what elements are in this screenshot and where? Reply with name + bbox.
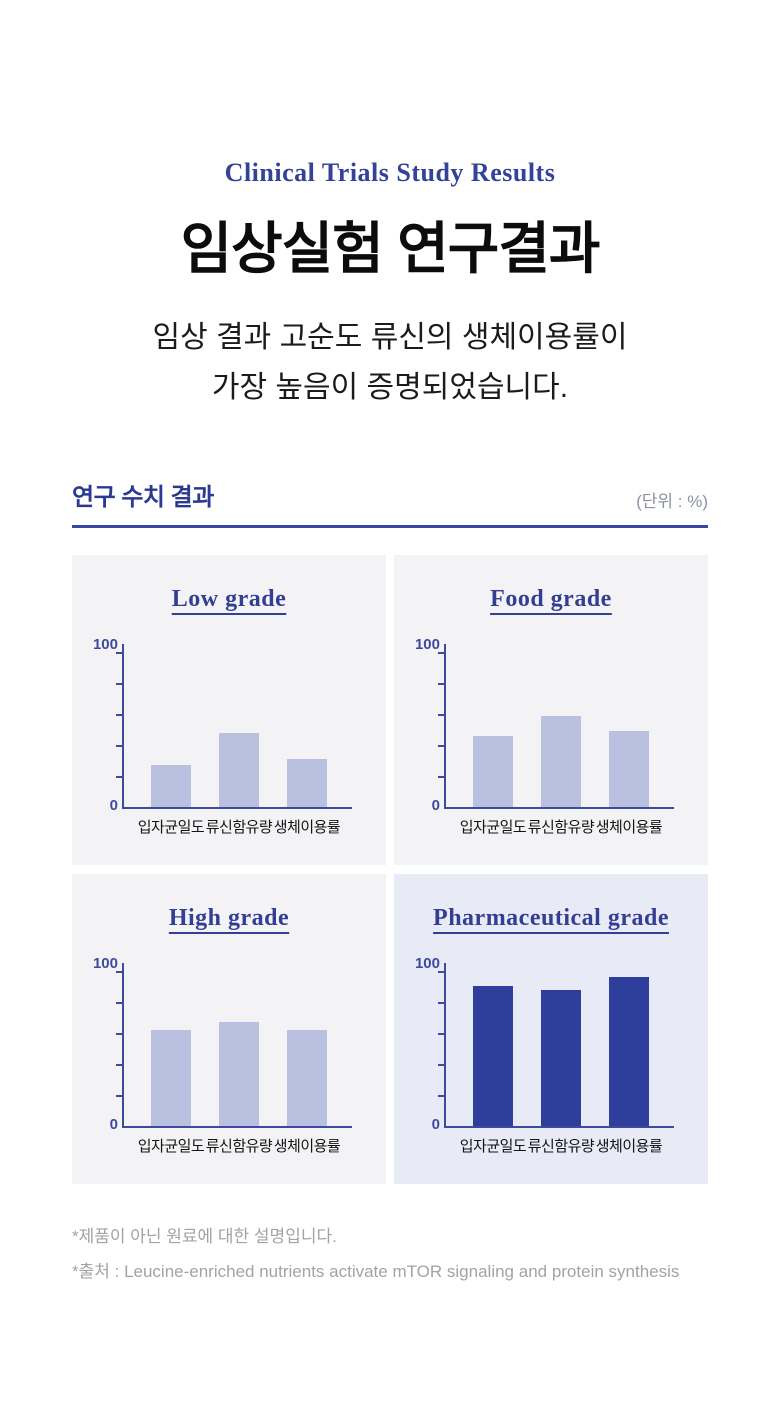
bar-chart: 100 0 입자균일도 류신함유량 생체이용률 bbox=[72, 938, 386, 1178]
chart-title: Low grade bbox=[171, 586, 287, 612]
x-axis-category-label: 입자균일도 bbox=[137, 819, 205, 836]
section-header: 연구 수치 결과 (단위 : %) bbox=[72, 477, 708, 512]
x-axis-category-label: 생체이용률 bbox=[595, 819, 663, 836]
y-axis-tick bbox=[116, 776, 122, 778]
bar-group bbox=[151, 644, 327, 807]
unit-label: (단위 : %) bbox=[636, 492, 708, 511]
eyebrow-title: Clinical Trials Study Results bbox=[224, 158, 556, 187]
section-divider bbox=[72, 525, 708, 528]
y-axis-label-100: 100 bbox=[92, 636, 118, 653]
y-axis-tick bbox=[116, 683, 122, 685]
x-axis bbox=[122, 1126, 352, 1128]
y-axis-tick bbox=[438, 745, 444, 747]
x-axis-category-label: 류신함유량 bbox=[205, 819, 273, 836]
bar-chart: 100 0 입자균일도 류신함유량 생체이용률 bbox=[394, 938, 708, 1178]
y-axis-label-0: 0 bbox=[431, 1116, 440, 1133]
bar-chart: 100 0 입자균일도 류신함유량 생체이용률 bbox=[394, 619, 708, 859]
bar bbox=[287, 1030, 327, 1126]
footnote-source: *출처 : Leucine-enriched nutrients activat… bbox=[72, 1262, 680, 1281]
x-axis-category-label: 류신함유량 bbox=[205, 1138, 273, 1155]
bar bbox=[151, 1030, 191, 1126]
chart-title: High grade bbox=[168, 905, 290, 931]
y-axis bbox=[116, 963, 124, 1126]
section-title: 연구 수치 결과 bbox=[72, 484, 214, 511]
y-axis-label-0: 0 bbox=[109, 1116, 118, 1133]
page-title: 임상실험 연구결과 bbox=[180, 217, 601, 280]
bar bbox=[541, 990, 581, 1126]
bar-group bbox=[473, 963, 649, 1126]
bar bbox=[473, 736, 513, 807]
x-axis-category-label: 생체이용률 bbox=[273, 1138, 341, 1155]
y-axis-tick bbox=[438, 652, 444, 654]
subtitle-line-2: 가장 높음이 증명되었습니다. bbox=[211, 371, 569, 404]
y-axis-label-0: 0 bbox=[109, 797, 118, 814]
y-axis bbox=[438, 963, 446, 1126]
y-axis-tick bbox=[116, 1033, 122, 1035]
x-axis-labels: 입자균일도 류신함유량 생체이용률 bbox=[72, 1135, 386, 1157]
x-axis bbox=[444, 807, 674, 809]
y-axis bbox=[116, 644, 124, 807]
y-axis-label-100: 100 bbox=[92, 955, 118, 972]
y-axis-tick bbox=[116, 1064, 122, 1066]
x-axis-category-label: 입자균일도 bbox=[459, 819, 527, 836]
bar-group bbox=[151, 963, 327, 1126]
bar bbox=[219, 733, 259, 807]
y-axis bbox=[438, 644, 446, 807]
chart-panel: Food grade 100 0 입자균일도 류신함유량 생체이용률 bbox=[394, 555, 708, 865]
footnote-disclaimer: *제품이 아닌 원료에 대한 설명입니다. bbox=[72, 1227, 337, 1246]
footnotes: *제품이 아닌 원료에 대한 설명입니다. *출처 : Leucine-enri… bbox=[72, 1224, 708, 1285]
y-axis-tick bbox=[438, 683, 444, 685]
y-axis-tick bbox=[116, 1002, 122, 1004]
y-axis-tick bbox=[438, 1095, 444, 1097]
bar-chart: 100 0 입자균일도 류신함유량 생체이용률 bbox=[72, 619, 386, 859]
bar bbox=[151, 765, 191, 807]
chart-panel: High grade 100 0 입자균일도 류신함유량 생체이용률 bbox=[72, 874, 386, 1184]
y-axis-label-100: 100 bbox=[414, 636, 440, 653]
x-axis-category-label: 류신함유량 bbox=[527, 819, 595, 836]
bar bbox=[541, 716, 581, 807]
chart-title: Pharmaceutical grade bbox=[433, 905, 669, 931]
x-axis-category-label: 입자균일도 bbox=[459, 1138, 527, 1155]
x-axis bbox=[444, 1126, 674, 1128]
x-axis-category-label: 류신함유량 bbox=[527, 1138, 595, 1155]
y-axis-tick bbox=[438, 714, 444, 716]
y-axis-tick bbox=[438, 776, 444, 778]
bar bbox=[473, 986, 513, 1126]
chart-panel: Low grade 100 0 입자균일도 류신함유량 생체이용률 bbox=[72, 555, 386, 865]
bar-group bbox=[473, 644, 649, 807]
chart-title: Food grade bbox=[490, 586, 612, 612]
x-axis-category-label: 입자균일도 bbox=[137, 1138, 205, 1155]
x-axis bbox=[122, 807, 352, 809]
charts-grid: Low grade 100 0 입자균일도 류신함유량 생체이용률 Food gra… bbox=[72, 555, 708, 1184]
y-axis-tick bbox=[116, 745, 122, 747]
y-axis-tick bbox=[438, 971, 444, 973]
y-axis-tick bbox=[438, 1033, 444, 1035]
y-axis-tick bbox=[116, 652, 122, 654]
x-axis-labels: 입자균일도 류신함유량 생체이용률 bbox=[394, 1135, 708, 1157]
bar bbox=[609, 731, 649, 807]
bar bbox=[609, 977, 649, 1126]
page-subtitle: 임상 결과 고순도 류신의 생체이용률이 가장 높음이 증명되었습니다. bbox=[0, 313, 780, 413]
x-axis-category-label: 생체이용률 bbox=[595, 1138, 663, 1155]
x-axis-labels: 입자균일도 류신함유량 생체이용률 bbox=[72, 816, 386, 838]
y-axis-label-0: 0 bbox=[431, 797, 440, 814]
subtitle-line-1: 임상 결과 고순도 류신의 생체이용률이 bbox=[152, 321, 628, 354]
y-axis-tick bbox=[116, 1095, 122, 1097]
y-axis-tick bbox=[116, 971, 122, 973]
y-axis-tick bbox=[438, 1064, 444, 1066]
x-axis-category-label: 생체이용률 bbox=[273, 819, 341, 836]
bar bbox=[287, 759, 327, 807]
x-axis-labels: 입자균일도 류신함유량 생체이용률 bbox=[394, 816, 708, 838]
bar bbox=[219, 1022, 259, 1126]
y-axis-tick bbox=[438, 1002, 444, 1004]
chart-panel: Pharmaceutical grade 100 0 입자균일도 류신함유량 생체이… bbox=[394, 874, 708, 1184]
y-axis-tick bbox=[116, 714, 122, 716]
y-axis-label-100: 100 bbox=[414, 955, 440, 972]
